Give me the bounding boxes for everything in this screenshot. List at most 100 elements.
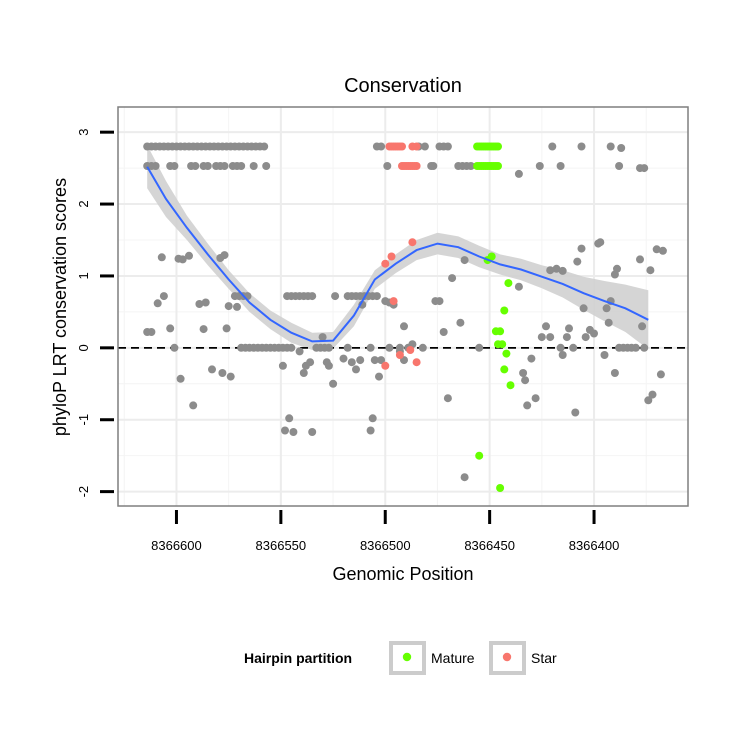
point-mature	[498, 340, 507, 349]
point-other	[370, 356, 379, 365]
x-tick-label: 8366600	[151, 538, 202, 553]
point-other	[237, 162, 246, 170]
point-other	[176, 374, 185, 383]
point-other	[356, 356, 365, 365]
point-other	[278, 361, 287, 370]
point-mature	[487, 252, 496, 261]
point-other	[289, 428, 298, 436]
point-other	[218, 369, 227, 377]
point-other	[318, 333, 327, 342]
point-other	[343, 343, 352, 352]
point-other	[195, 300, 204, 308]
point-other	[615, 162, 624, 170]
point-other	[579, 304, 588, 313]
point-other	[556, 162, 565, 170]
point-other	[324, 361, 333, 370]
point-other	[613, 264, 621, 273]
point-other	[299, 369, 308, 377]
point-other	[170, 162, 179, 170]
point-mature	[475, 451, 484, 460]
legend-label-star: Star	[531, 650, 557, 666]
point-other	[339, 354, 348, 363]
point-other	[636, 255, 644, 264]
point-other	[443, 394, 452, 403]
point-other	[537, 333, 546, 342]
point-other	[435, 297, 444, 306]
point-other	[652, 245, 661, 254]
point-other	[514, 282, 523, 291]
point-other	[581, 333, 590, 342]
point-other	[226, 372, 235, 381]
smooth-layer	[146, 166, 649, 343]
point-other	[166, 324, 175, 333]
point-mature	[500, 306, 509, 315]
point-other	[185, 251, 193, 260]
point-other	[617, 144, 626, 152]
point-other	[596, 238, 605, 247]
legend-key-star	[489, 641, 526, 675]
point-other	[260, 142, 269, 151]
point-other	[519, 369, 528, 377]
point-other	[640, 343, 649, 352]
point-other	[646, 266, 655, 275]
point-mature	[494, 142, 502, 151]
point-other	[285, 414, 294, 423]
point-other	[203, 162, 212, 170]
point-other	[368, 414, 377, 423]
point-other	[448, 274, 457, 283]
point-other	[514, 169, 523, 178]
point-other	[429, 162, 438, 170]
point-other	[331, 292, 340, 301]
point-other	[385, 343, 394, 352]
point-other	[546, 333, 555, 342]
point-other	[475, 343, 484, 352]
legend-title: Hairpin partition	[244, 650, 352, 666]
point-other	[562, 333, 571, 342]
point-mature	[494, 162, 502, 170]
point-other	[395, 343, 404, 352]
legend-label-mature: Mature	[431, 650, 475, 666]
point-other	[577, 142, 586, 151]
point-other	[281, 426, 289, 435]
point-other	[375, 372, 383, 381]
point-other	[569, 343, 578, 352]
legend-swatch-mature	[402, 652, 412, 662]
point-other	[542, 322, 550, 331]
point-other	[640, 164, 649, 173]
point-other	[658, 246, 667, 255]
point-other	[556, 343, 565, 352]
point-star	[381, 259, 390, 268]
legend-swatch-star	[502, 652, 512, 662]
axes-layer: -2 -1 0 1 2 3 8366600 8366550 8366500 8366450 8366…	[76, 129, 619, 553]
point-other	[546, 266, 555, 275]
point-mature	[504, 279, 513, 288]
point-star	[387, 252, 396, 261]
point-other	[170, 343, 179, 352]
point-mature	[496, 327, 505, 336]
chart-title: Conservation	[344, 75, 462, 97]
legend: Hairpin partition Mature Star	[244, 641, 557, 675]
y-axis-label: phyloP LRT conservation scores	[50, 178, 70, 436]
point-other	[648, 390, 657, 399]
point-other	[466, 162, 475, 170]
point-other	[558, 266, 567, 275]
y-tick-label: 0	[76, 344, 91, 351]
point-other	[383, 162, 392, 170]
point-other	[644, 396, 653, 405]
point-other	[178, 255, 187, 264]
point-mature	[506, 381, 515, 390]
point-other	[222, 324, 231, 333]
point-other	[535, 162, 544, 170]
point-star	[412, 358, 421, 367]
point-other	[590, 329, 598, 338]
point-other	[571, 408, 580, 417]
x-axis-label: Genomic Position	[332, 564, 473, 584]
point-other	[418, 343, 427, 352]
point-other	[233, 302, 241, 311]
point-other	[577, 244, 586, 253]
point-other	[531, 394, 540, 403]
points-layer	[143, 142, 667, 492]
point-other	[151, 162, 160, 170]
x-tick-label: 8366550	[256, 538, 307, 553]
